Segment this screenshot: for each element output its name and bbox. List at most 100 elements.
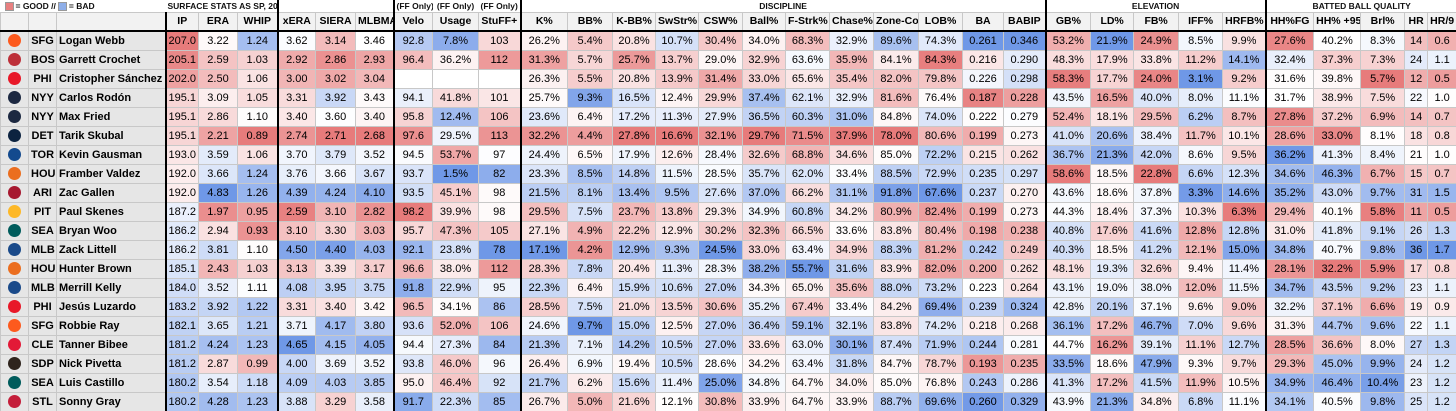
group-label: (FF Only) <box>478 0 522 12</box>
stat-cell: 1.23 <box>236 391 279 411</box>
stat-cell: 65.0% <box>785 277 831 298</box>
team-logo <box>8 72 21 85</box>
stat-cell: 27.9% <box>698 106 744 127</box>
stat-cell: 8.0% <box>1178 87 1224 108</box>
stat-cell: 18.1% <box>1090 106 1135 127</box>
team-logo <box>8 167 21 180</box>
stat-cell: 34.8% <box>1265 239 1315 260</box>
stat-cell: 9.1% <box>1360 220 1406 241</box>
stat-cell: 30.1% <box>829 334 875 355</box>
stat-cell: 1.2 <box>1427 391 1456 411</box>
stat-cell: 24.0% <box>1133 68 1180 89</box>
stat-cell: 4.09 <box>277 372 317 393</box>
stat-cell: 17.1% <box>520 239 569 260</box>
group-label: ELEVATION <box>1045 0 1267 12</box>
stat-cell: 82.0% <box>918 258 964 279</box>
stat-cell: 87.4% <box>873 334 920 355</box>
pitcher-row: NYY Carlos Rodón 195.1 3.09 1.05 3.31 3.92 3.43… <box>0 87 1456 108</box>
stat-cell: 1.0 <box>1427 144 1456 165</box>
stat-cell: 3.46 <box>355 30 395 51</box>
stat-cell: 33.4% <box>829 296 875 317</box>
stat-cell: 41.8% <box>1313 220 1362 241</box>
stat-cell: 3.54 <box>198 372 238 393</box>
pitcher-name: Tarik Skubal <box>56 125 167 146</box>
stat-cell: 6.3% <box>1222 201 1267 222</box>
stat-cell: 73.2% <box>918 277 964 298</box>
stat-cell: 11.4% <box>1222 258 1267 279</box>
stat-cell: 53.2% <box>1045 30 1092 51</box>
stat-cell: 13.8% <box>655 201 700 222</box>
stat-cell: 25.7% <box>520 87 569 108</box>
stat-cell: 3.58 <box>355 391 395 411</box>
stat-cell: 0.264 <box>1003 277 1047 298</box>
stat-cell: 22 <box>1404 87 1429 108</box>
stat-cell: 3.31 <box>277 296 317 317</box>
stat-cell: 82.0% <box>873 68 920 89</box>
stat-cell: 46.3% <box>1313 163 1362 184</box>
stat-cell: 19.3% <box>1090 258 1135 279</box>
stat-cell: 2.68 <box>355 125 395 146</box>
stat-cell: 78.7% <box>918 353 964 374</box>
stat-cell: 7.3% <box>1360 49 1406 70</box>
stat-cell: 13.5% <box>655 296 700 317</box>
stat-cell: 36.5% <box>742 106 787 127</box>
team-logo <box>8 376 21 389</box>
stat-cell: 43.1% <box>1045 277 1092 298</box>
stat-cell: 0.99 <box>236 353 279 374</box>
stat-cell: 3.29 <box>315 391 357 411</box>
column-header: Velo <box>393 11 434 32</box>
stat-cell: 34.0% <box>829 372 875 393</box>
stat-cell: 43.9% <box>1045 391 1092 411</box>
column-header: Ball% <box>742 11 787 32</box>
team-logo <box>8 205 21 218</box>
team: HOU <box>28 163 57 184</box>
stat-cell: 36.2% <box>432 49 480 70</box>
stat-cell: 36.6% <box>1313 334 1362 355</box>
stat-cell: 11.1% <box>1222 87 1267 108</box>
stat-cell: 32.6% <box>1133 258 1180 279</box>
stat-cell: 91.8 <box>393 277 434 298</box>
stat-cell: 12.9% <box>655 220 700 241</box>
stat-cell: 43.6% <box>1045 182 1092 203</box>
stat-cell: 3.43 <box>355 87 395 108</box>
stat-cell: 37.3% <box>1313 49 1362 70</box>
stat-cell: 20.8% <box>612 30 657 51</box>
stat-cell: 15.6% <box>612 372 657 393</box>
stat-cell: 64.7% <box>785 391 831 411</box>
team: PIT <box>28 201 57 222</box>
stat-cell: 0.243 <box>962 372 1005 393</box>
stat-cell: 76.8% <box>918 372 964 393</box>
stat-cell: 3.66 <box>315 163 357 184</box>
stat-cell: 0.239 <box>962 296 1005 317</box>
stat-cell: 0.297 <box>1003 163 1047 184</box>
pitcher-row: SFG Robbie Ray 182.1 3.65 1.21 3.71 4.17 3.80 93… <box>0 315 1456 336</box>
stat-cell: 38.0% <box>432 258 480 279</box>
stat-cell: 84.1% <box>873 49 920 70</box>
pitcher-row: CLE Tanner Bibee 181.2 4.24 1.23 4.65 4.15 4.05… <box>0 334 1456 355</box>
stat-cell: 46.7% <box>1133 315 1180 336</box>
pitcher-name: Max Fried <box>56 106 167 127</box>
team: DET <box>28 125 57 146</box>
stat-cell: 26 <box>1404 220 1429 241</box>
stat-cell: 10.4% <box>1360 372 1406 393</box>
stat-cell: 1.5 <box>1427 182 1456 203</box>
column-header: ERA <box>198 11 238 32</box>
team: SFG <box>28 315 57 336</box>
stat-cell: 95.7 <box>393 220 434 241</box>
stat-cell: 31.8% <box>829 353 875 374</box>
stat-cell: 12.5% <box>655 315 700 336</box>
stat-cell: 6.6% <box>1178 163 1224 184</box>
stat-cell: 18.5% <box>1090 163 1135 184</box>
team: HOU <box>28 258 57 279</box>
stat-cell: 9.5% <box>1222 144 1267 165</box>
stat-cell: 28.6% <box>698 353 744 374</box>
stat-cell: 34.3% <box>742 277 787 298</box>
stat-cell: 29.4% <box>1265 201 1315 222</box>
stat-cell: 40.5% <box>1313 391 1362 411</box>
stat-cell: 205.1 <box>165 49 199 70</box>
stat-cell: 9.9% <box>1222 30 1267 51</box>
stat-cell: 89.6% <box>873 30 920 51</box>
stat-cell: 60.8% <box>785 201 831 222</box>
stat-cell: 24.4% <box>520 144 569 165</box>
stat-cell: 6.2% <box>567 372 614 393</box>
